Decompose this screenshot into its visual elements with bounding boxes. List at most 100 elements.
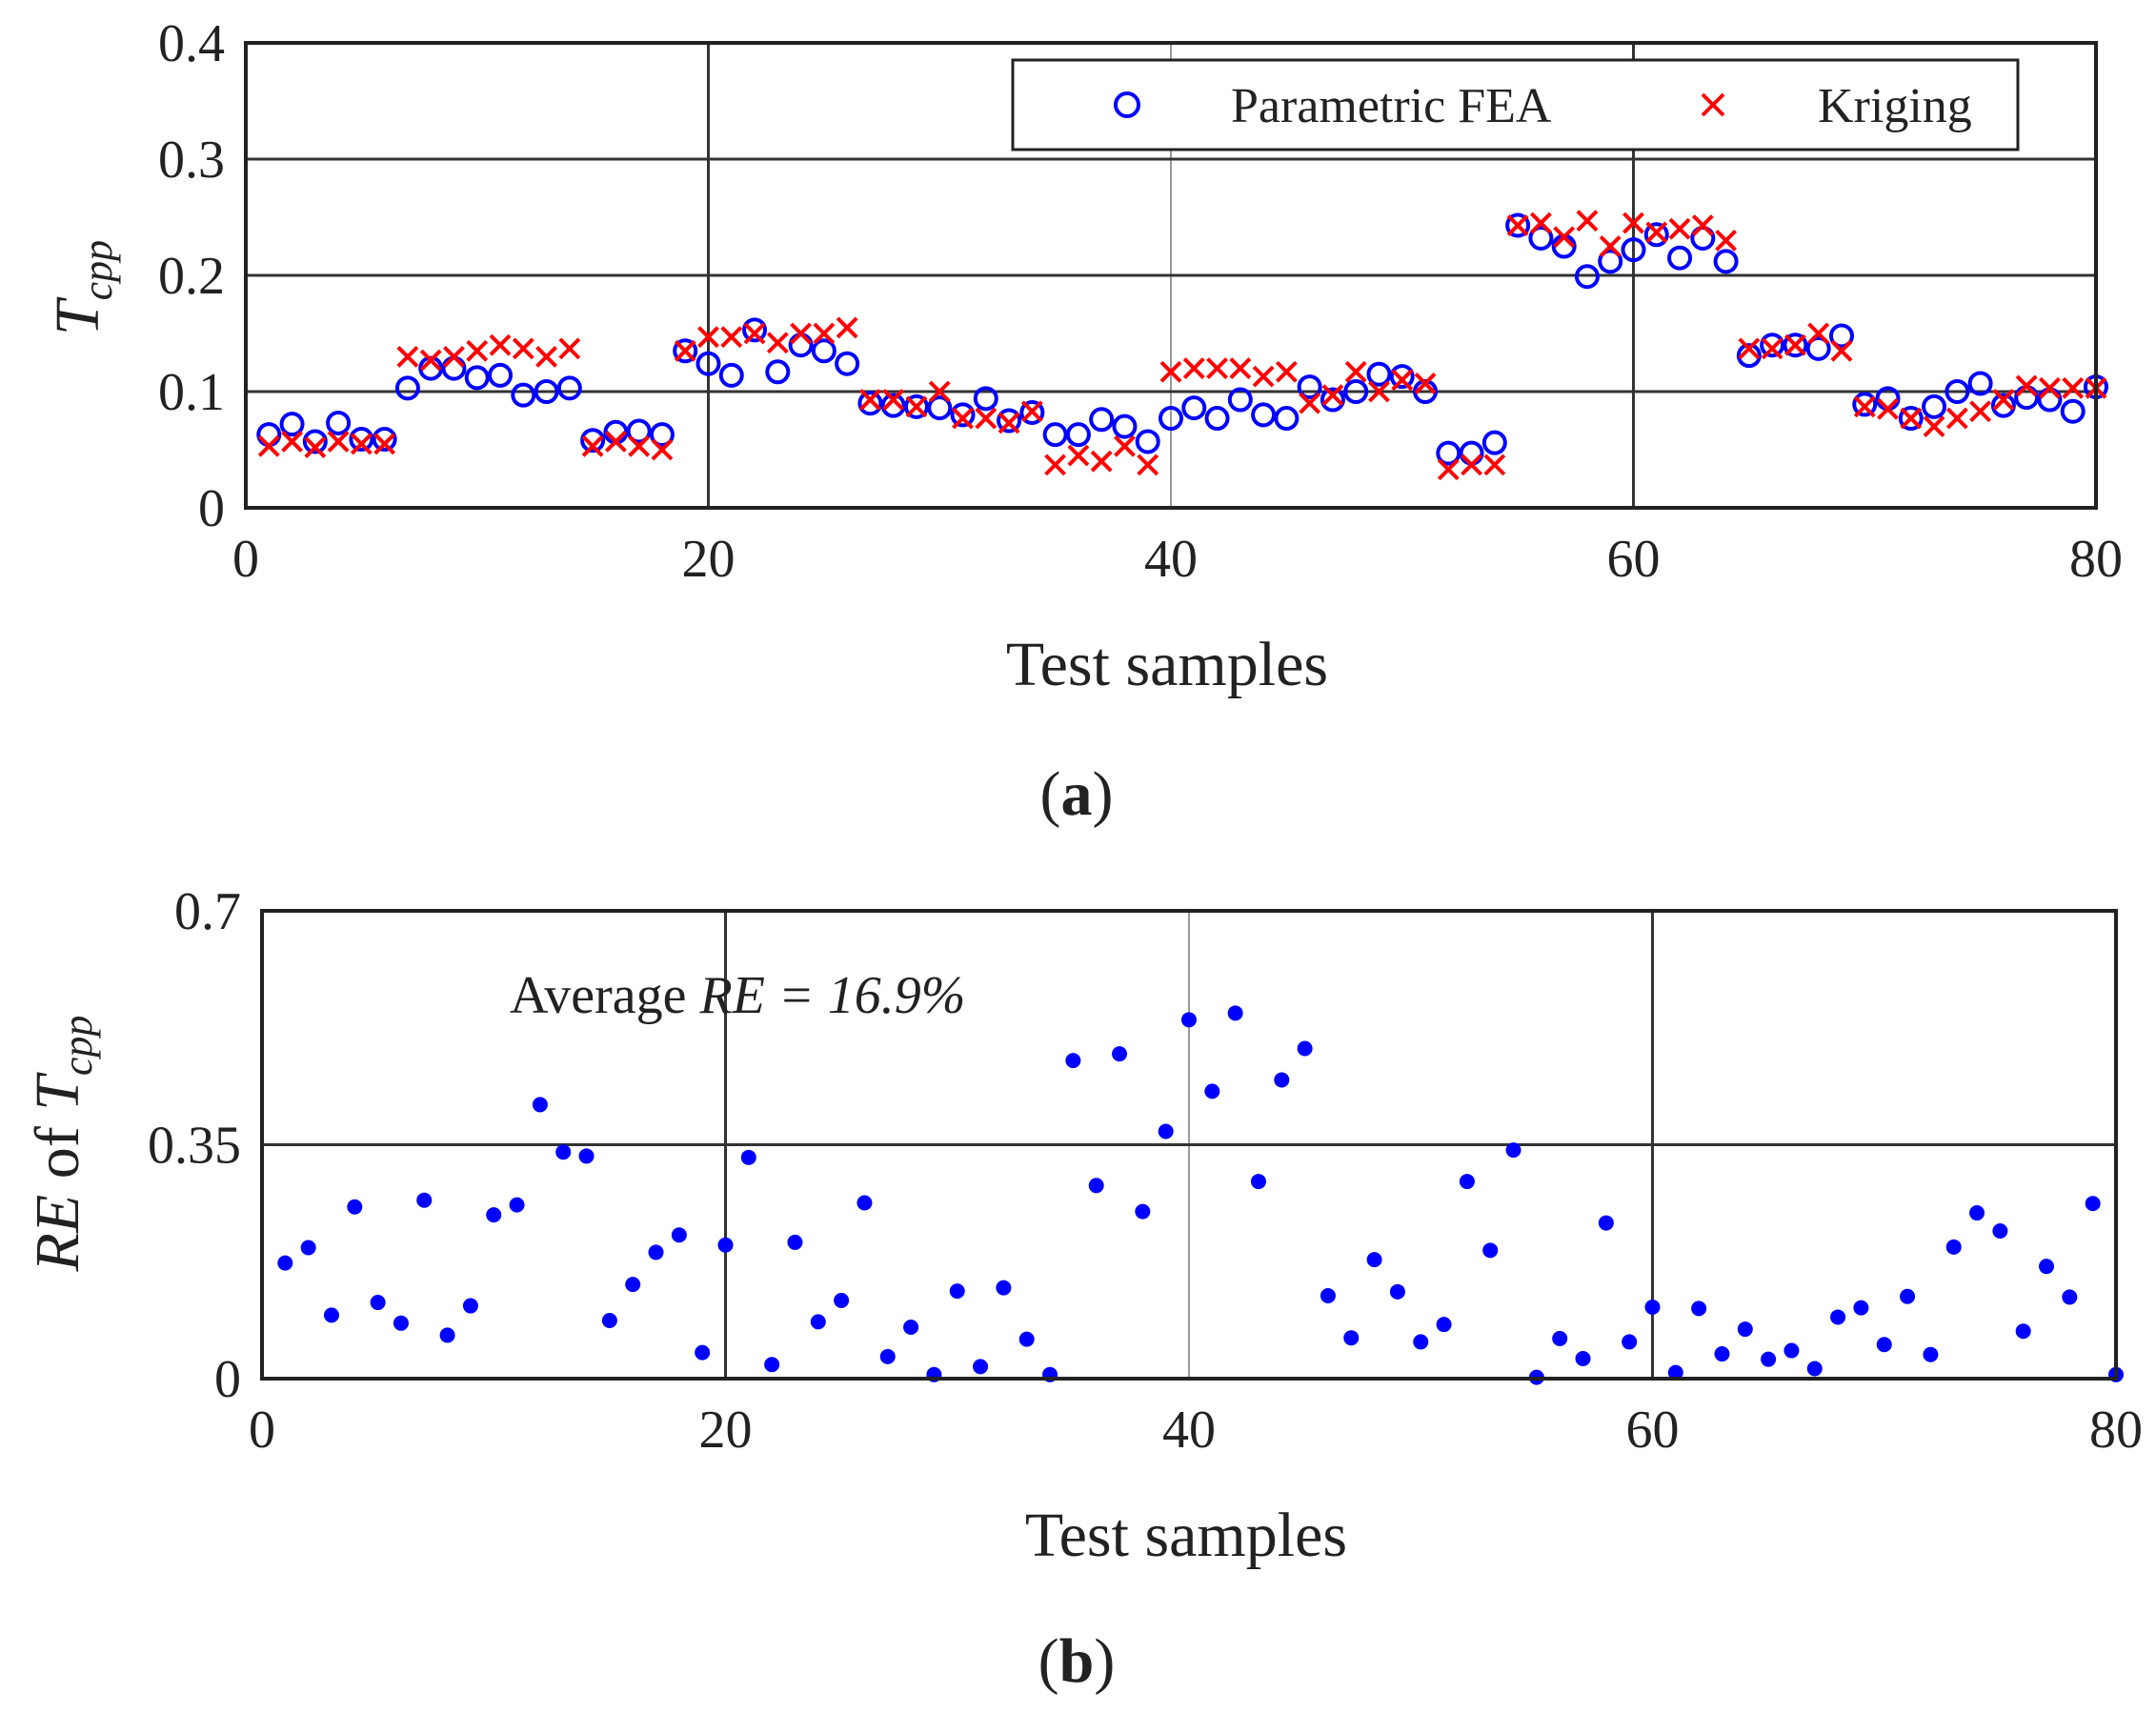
fea-point <box>1944 379 1970 404</box>
kriging-point <box>1321 384 1344 407</box>
chart-a-y-tick-label: 0.4 <box>158 14 225 73</box>
annotation-plain: Average <box>510 966 700 1025</box>
re-point <box>1459 1174 1475 1190</box>
fea-point <box>1135 429 1160 454</box>
kriging-point-stroke <box>1877 397 1899 420</box>
re-point <box>1366 1252 1382 1268</box>
chart-a-marks <box>256 210 2108 481</box>
re-point <box>787 1234 803 1250</box>
fea-point <box>1389 364 1415 390</box>
kriging-point <box>1853 395 1876 418</box>
chart-b-plot-frame <box>260 909 2118 1381</box>
fea-point <box>1667 245 1693 271</box>
kriging-point-stroke <box>1529 212 1552 234</box>
fea-point <box>2060 398 2085 424</box>
kriging-point <box>1368 380 1390 403</box>
kriging-point <box>604 431 627 453</box>
re-point <box>740 1149 756 1165</box>
kriging-point <box>674 339 696 362</box>
kriging-point <box>1483 454 1506 476</box>
kriging-point <box>952 407 974 430</box>
re-point <box>648 1244 664 1260</box>
re-point <box>1876 1337 1892 1353</box>
kriging-point-stroke <box>813 322 836 345</box>
fea-point <box>1089 407 1115 433</box>
kriging-point-stroke <box>928 380 951 403</box>
kriging-point-stroke <box>581 434 604 457</box>
fea-point <box>302 429 328 454</box>
fea-point <box>1852 392 1878 417</box>
re-point <box>393 1315 409 1331</box>
chart-b-y-tick-label: 0 <box>214 1350 241 1409</box>
kriging-point <box>1344 360 1367 383</box>
chart-a-legend: Parametric FEA Kriging <box>1011 58 2020 151</box>
chart-b-x-tick-label: 0 <box>249 1401 275 1460</box>
re-point <box>555 1144 572 1160</box>
fea-point <box>903 393 929 419</box>
kriging-point <box>628 434 651 457</box>
kriging-point-stroke <box>558 337 581 360</box>
kriging-point-stroke <box>1067 444 1090 467</box>
kriging-point-stroke <box>327 431 350 453</box>
re-point <box>1088 1178 1104 1194</box>
kriging-point <box>1645 221 1668 244</box>
kriging-point <box>859 389 881 411</box>
chart-a-x-tick-label: 0 <box>232 530 259 589</box>
kriging-point-stroke <box>1461 454 1482 476</box>
fea-point <box>1528 225 1554 251</box>
fea-point <box>1320 387 1345 413</box>
fea-point <box>742 317 768 343</box>
kriging-point-stroke <box>651 438 674 461</box>
kriging-point <box>743 322 766 345</box>
caption-a-close: ) <box>1093 759 1114 829</box>
fea-point <box>1922 393 1947 419</box>
chart-a-x-axis-label: Test samples <box>1006 630 1328 699</box>
kriging-point <box>1461 454 1482 476</box>
kriging-point <box>882 389 905 411</box>
re-point <box>1644 1299 1661 1315</box>
fea-point <box>394 375 420 401</box>
re-point <box>1181 1012 1197 1028</box>
legend-fea-marker <box>1114 91 1140 118</box>
kriging-point-stroke <box>1483 454 1506 476</box>
kriging-point <box>1414 373 1437 394</box>
re-point <box>1158 1123 1174 1139</box>
re-point <box>578 1148 594 1164</box>
kriging-point <box>581 434 604 457</box>
kriging-point <box>905 395 928 418</box>
kriging-point <box>1020 400 1043 423</box>
kriging-point-stroke <box>766 332 789 354</box>
fea-point <box>973 386 998 412</box>
chart-a-y-symbol: T <box>43 296 112 335</box>
re-point <box>1482 1242 1499 1259</box>
fea-point <box>1065 422 1091 448</box>
chart-a-y-axis-label: Tcpp <box>43 240 121 335</box>
kriging-point-stroke <box>1368 380 1390 403</box>
kriging-point-stroke <box>882 389 905 411</box>
re-point <box>764 1357 780 1373</box>
re-point <box>1018 1331 1035 1347</box>
re-point <box>370 1295 386 1311</box>
re-point <box>1737 1321 1753 1338</box>
kriging-point-stroke <box>1761 337 1783 360</box>
kriging-point-stroke <box>674 339 696 362</box>
kriging-point-stroke <box>1321 384 1344 407</box>
chart-b: 0 20 40 60 80 0 0.35 0.7 Average RE = 16.9% Te… <box>23 882 2143 1696</box>
re-point <box>300 1240 316 1256</box>
kriging-point-stroke <box>512 337 534 360</box>
kriging-point <box>1182 357 1205 380</box>
fea-point <box>1019 399 1045 425</box>
fea-point <box>811 338 836 364</box>
re-point <box>1552 1330 1568 1346</box>
kriging-point <box>1275 360 1298 383</box>
kriging-point-stroke <box>535 345 557 368</box>
caption-a-letter: a <box>1061 759 1093 829</box>
kriging-point <box>1668 217 1691 240</box>
chart-a-y-tick-label: 0.2 <box>158 247 225 306</box>
re-point <box>1204 1083 1220 1099</box>
kriging-point <box>1784 333 1806 356</box>
kriging-point <box>535 345 557 368</box>
chart-b-x-tick-label: 60 <box>1626 1401 1680 1460</box>
kriging-point-stroke <box>1137 454 1159 476</box>
